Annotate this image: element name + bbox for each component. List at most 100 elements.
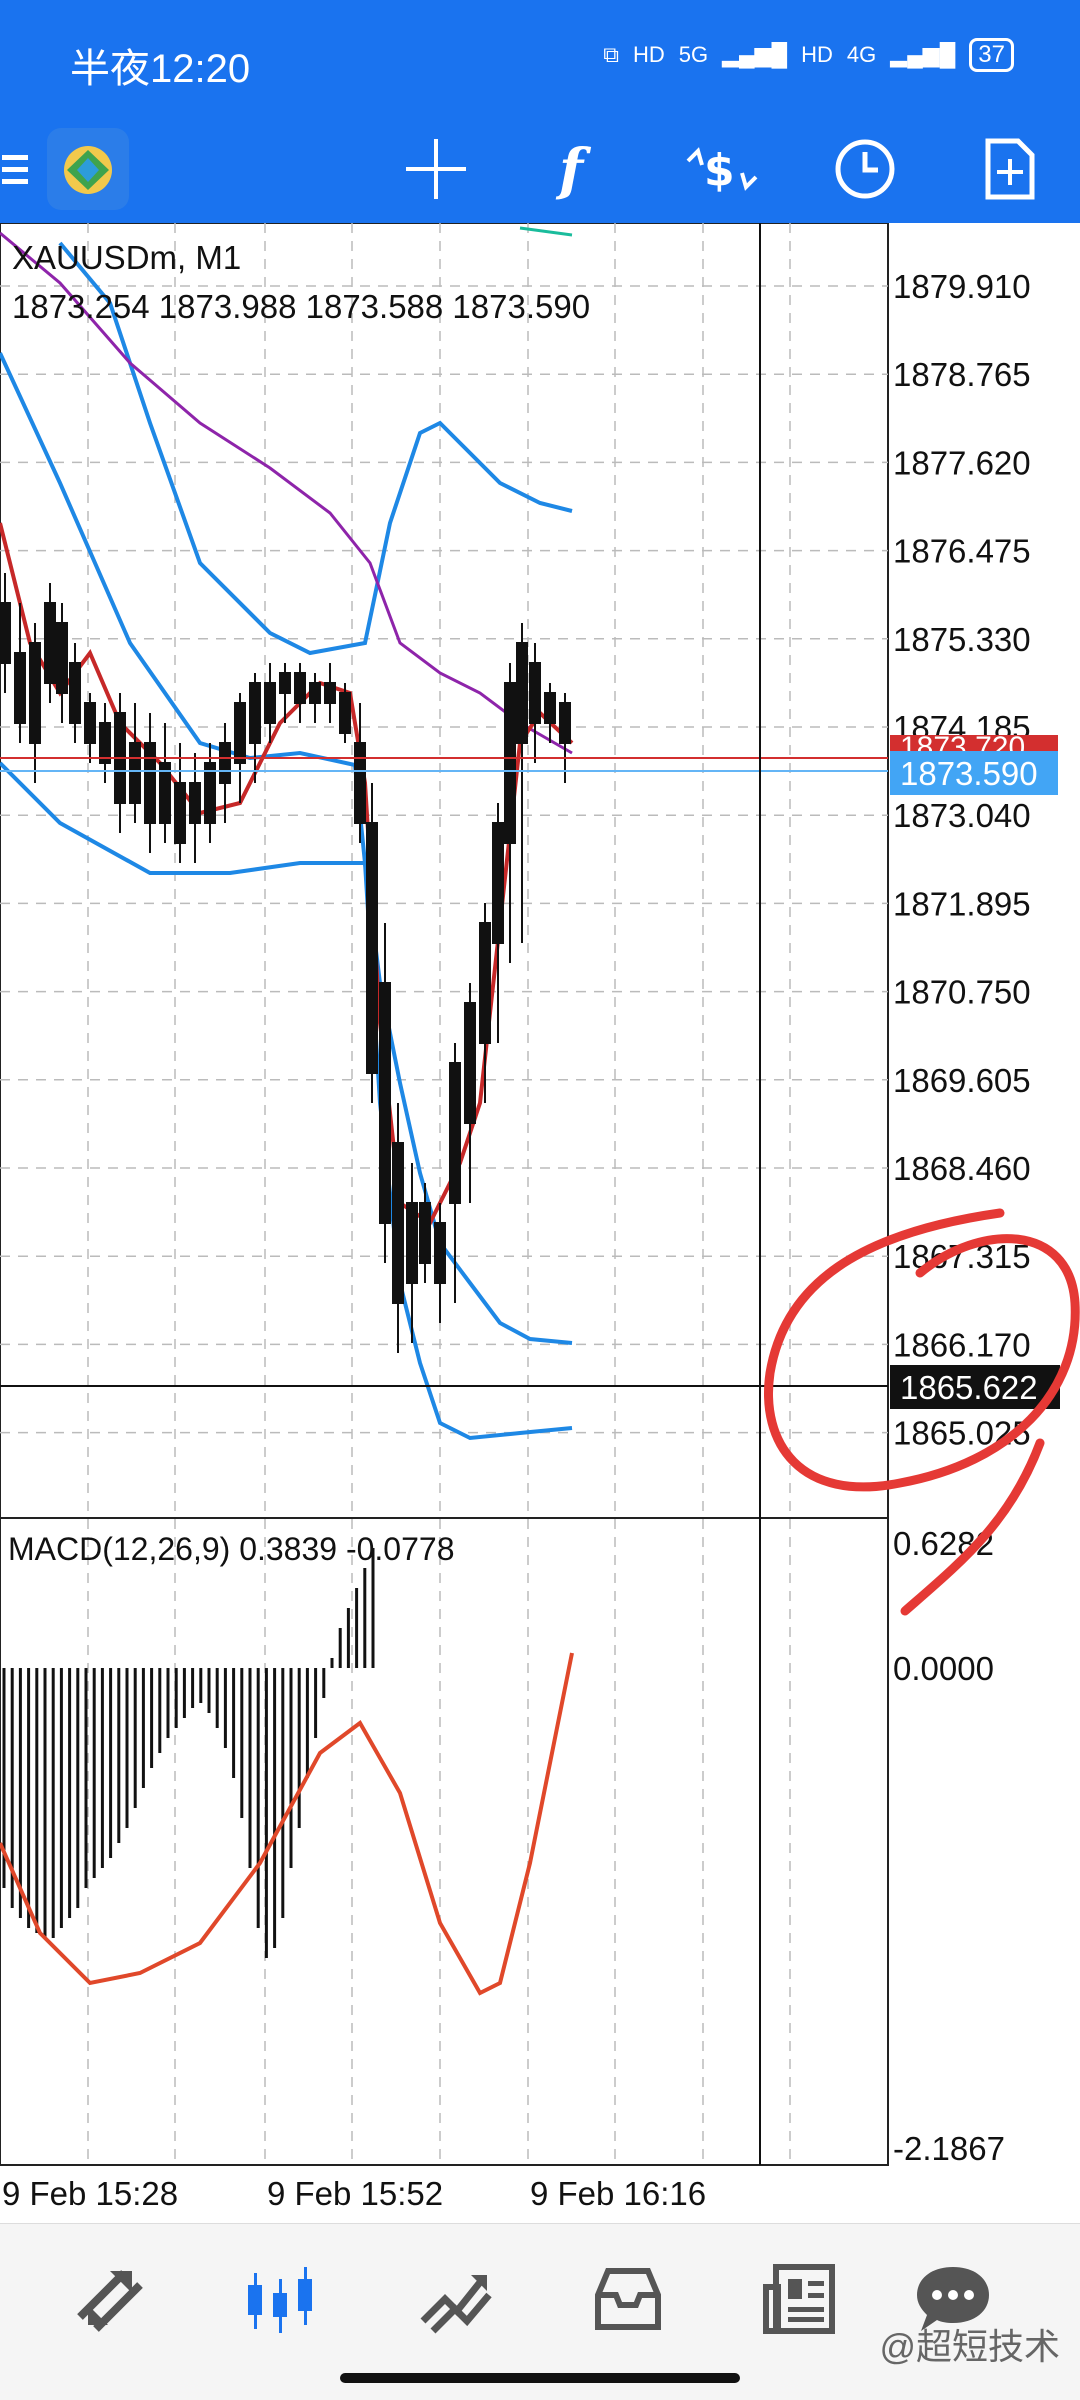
- candle-body: [419, 1202, 431, 1264]
- bid-price-tag: [890, 751, 1058, 795]
- time-tick-label: 9 Feb 15:52: [267, 2175, 443, 2212]
- candle-body: [406, 1202, 418, 1284]
- candle-body: [219, 742, 231, 784]
- candle-body: [44, 602, 56, 684]
- candle-body: [14, 652, 26, 724]
- candle-body: [544, 692, 556, 724]
- candle-body: [189, 782, 201, 824]
- candle-body: [479, 922, 491, 1044]
- time-tick-label: 9 Feb 16:16: [530, 2175, 706, 2212]
- time-axis: 9 Feb 15:28 9 Feb 15:52 9 Feb 16:16: [2, 2175, 706, 2212]
- chart-area[interactable]: 1879.910 1878.765 1877.620 1876.475 1875.330…: [0, 222, 1080, 2223]
- macd-signal-line: [0, 1652, 574, 1996]
- ohlc-label: 1873.254 1873.988 1873.588 1873.590: [12, 288, 590, 325]
- clock-icon[interactable]: [832, 115, 898, 223]
- price-tick-label: 1876.475: [893, 533, 1031, 570]
- history-icon[interactable]: [583, 2254, 673, 2344]
- candle-body: [504, 682, 516, 844]
- price-tick-label: 1868.460: [893, 1150, 1031, 1187]
- macd-tick-label: 0.0000: [893, 1650, 994, 1687]
- new-document-icon[interactable]: [980, 115, 1040, 223]
- price-tick-label: 1865.025: [893, 1415, 1031, 1452]
- battery-icon: 37: [969, 38, 1014, 72]
- price-chart[interactable]: 1879.910 1878.765 1877.620 1876.475 1875.330…: [0, 222, 1080, 2223]
- symbol-label: XAUUSDm, M1: [12, 239, 241, 276]
- candle-body: [516, 642, 528, 744]
- fast-ma-line: [0, 522, 574, 1226]
- crosshair-icon[interactable]: [398, 115, 473, 223]
- price-tick-label: 1878.765: [893, 356, 1031, 393]
- signal-icon-2: ▂▄▆█: [890, 42, 956, 67]
- candle-body: [204, 762, 216, 824]
- signal-icon: ▂▄▆█: [722, 42, 788, 67]
- price-tick-label: 1873.040: [893, 797, 1031, 834]
- messages-icon[interactable]: [908, 2254, 998, 2344]
- price-tick-label: 1877.620: [893, 444, 1031, 481]
- candle-body: [0, 602, 11, 664]
- price-tick-label: 1870.750: [893, 974, 1031, 1011]
- candle-body: [354, 742, 366, 824]
- candle-body: [309, 682, 321, 704]
- price-tick-label: 1869.605: [893, 1062, 1031, 1099]
- quotes-icon[interactable]: [65, 2254, 155, 2344]
- candle-body: [339, 692, 351, 734]
- candle-body: [324, 682, 336, 704]
- candle-body: [129, 742, 141, 804]
- bottom-navigation: [0, 2223, 1080, 2400]
- candle-body: [69, 662, 81, 724]
- hd-badge-2: HD: [801, 42, 833, 67]
- status-bar: 半夜12:20 ⧉ HD 5G ▂▄▆█ HD 4G ▂▄▆█ 37: [0, 0, 1080, 115]
- candle-body: [144, 742, 156, 824]
- macd-tick-label: -2.1867: [893, 2130, 1005, 2167]
- candle-body: [264, 682, 276, 724]
- hd-badge: HD: [632, 42, 665, 67]
- price-tick-label: 1871.895: [893, 885, 1031, 922]
- candle-body: [379, 982, 391, 1224]
- menu-icon[interactable]: [0, 115, 30, 223]
- bid-price-label: 1873.590: [900, 755, 1038, 792]
- candle-body: [366, 822, 378, 1074]
- chart-icon[interactable]: [235, 2254, 325, 2344]
- candle-body: [492, 822, 504, 944]
- net-5g-label: 5G: [678, 42, 709, 67]
- svg-text:$: $: [704, 145, 735, 196]
- svg-text:f: f: [555, 137, 592, 201]
- chart-grid: [0, 223, 888, 2165]
- candle-body: [174, 782, 186, 844]
- bollinger-mid-line: [0, 352, 573, 1345]
- status-time: 半夜12:20: [70, 47, 251, 91]
- watermark: @超短技术: [879, 2326, 1060, 2367]
- function-icon[interactable]: f: [546, 115, 606, 223]
- candle-body: [449, 1062, 461, 1204]
- price-tick-label: 1875.330: [893, 621, 1031, 658]
- price-tick-label: 1866.170: [893, 1326, 1031, 1363]
- slow-ma-line: [0, 231, 573, 755]
- candle-body: [294, 672, 306, 704]
- crosshair-price-label: 1865.622: [900, 1369, 1038, 1406]
- candle-body: [559, 702, 571, 744]
- candle-body: [392, 1142, 404, 1304]
- crosshair-price-tag: [890, 1365, 1060, 1409]
- candle-body: [464, 1002, 476, 1124]
- trade-icon[interactable]: [410, 2254, 500, 2344]
- news-icon[interactable]: [755, 2254, 845, 2344]
- macd-histogram: [0, 1548, 574, 1996]
- main-chart-frame: [0, 222, 889, 1519]
- candle-body: [99, 722, 111, 764]
- candle-body: [56, 622, 68, 694]
- net-4g-label: 4G: [846, 42, 877, 67]
- app-logo[interactable]: [46, 115, 130, 223]
- price-axis: 1879.910 1878.765 1877.620 1876.475 1875.330…: [893, 268, 1031, 1452]
- top-toolbar: f $: [0, 115, 1080, 223]
- candle-body: [84, 702, 96, 744]
- macd-label: MACD(12,26,9) 0.3839 -0.0778: [8, 1531, 454, 1567]
- home-indicator[interactable]: [340, 2373, 740, 2383]
- status-icons: ⧉ HD 5G ▂▄▆█ HD 4G ▂▄▆█ 37: [603, 38, 1014, 72]
- price-tools-icon[interactable]: $: [680, 115, 764, 223]
- candle-body: [434, 1222, 446, 1284]
- screen-mirror-icon: ⧉: [603, 42, 619, 67]
- candle-body: [249, 682, 261, 744]
